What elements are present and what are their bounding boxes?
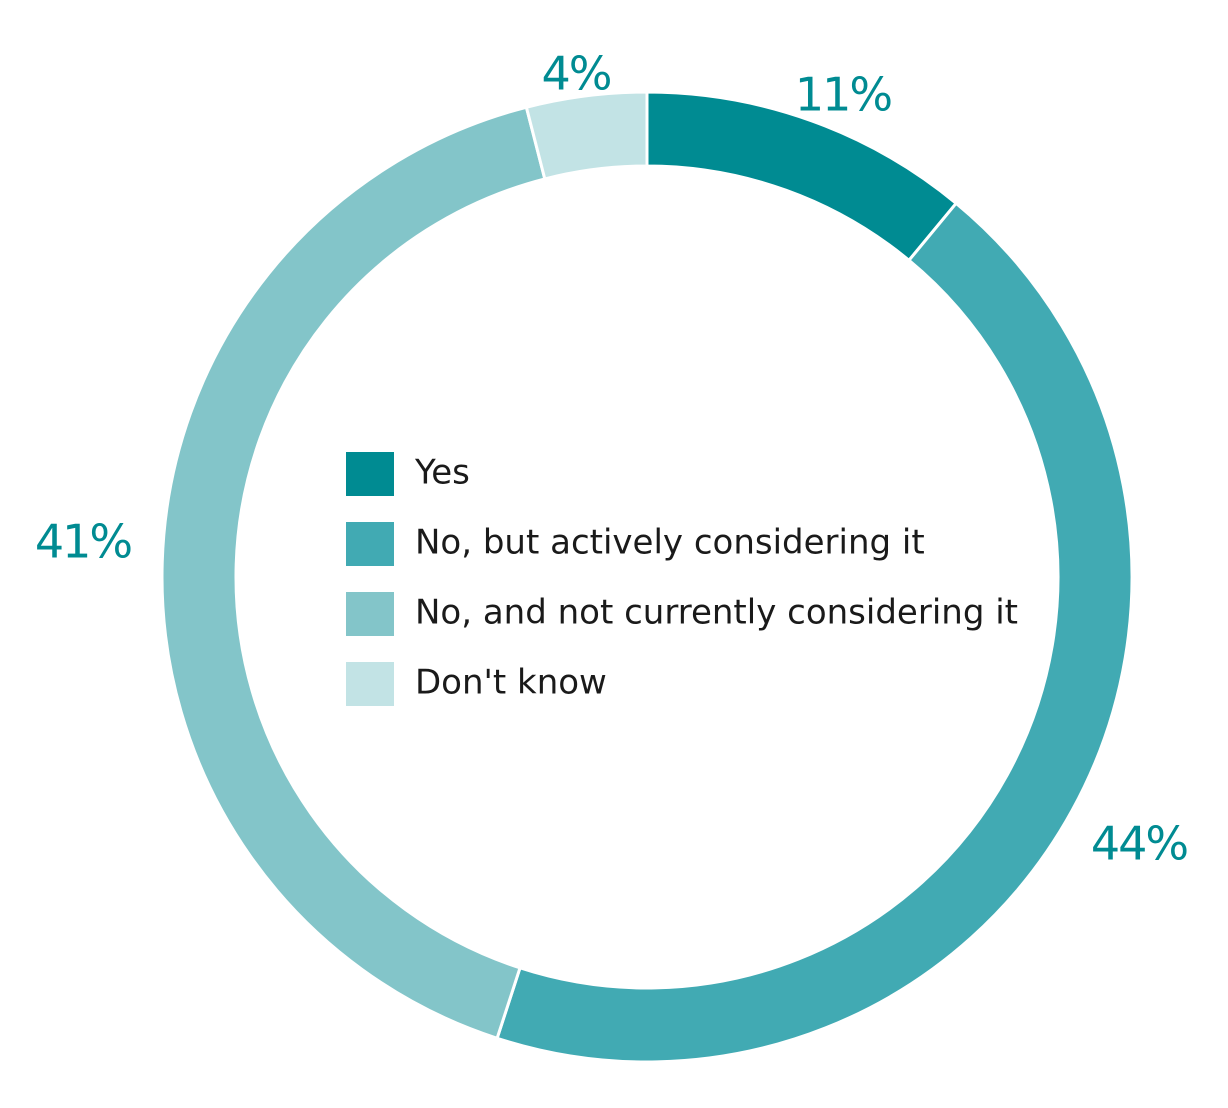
pct-label-no-and-not-currently-considering-it: 41%: [35, 515, 132, 569]
legend-swatch-yes: [346, 452, 394, 496]
legend-swatch-no-and-not-currently-considering-it: [346, 592, 394, 636]
slice-don-t-know: [524, 90, 649, 181]
donut-slices: [160, 90, 1134, 1064]
legend-swatch-no-but-actively-considering-it: [346, 522, 394, 566]
legend-label-don-t-know: Don't know: [415, 663, 607, 703]
pct-label-no-but-actively-considering-it: 44%: [1091, 817, 1188, 871]
pct-label-don-t-know: 4%: [542, 47, 611, 101]
legend-label-yes: Yes: [414, 453, 470, 493]
slice-no-and-not-currently-considering-it: [160, 105, 547, 1041]
legend-swatch-don-t-know: [346, 662, 394, 706]
slice-no-but-actively-considering-it: [495, 201, 1134, 1064]
percentage-labels: 11% 44% 41% 4%: [35, 47, 1190, 871]
pct-label-yes: 11%: [795, 68, 892, 122]
legend-label-no-but-actively-considering-it: No, but actively considering it: [415, 523, 925, 563]
legend-label-no-and-not-currently-considering-it: No, and not currently considering it: [415, 593, 1018, 633]
legend: Yes No, but actively considering it No, an…: [346, 452, 1018, 706]
